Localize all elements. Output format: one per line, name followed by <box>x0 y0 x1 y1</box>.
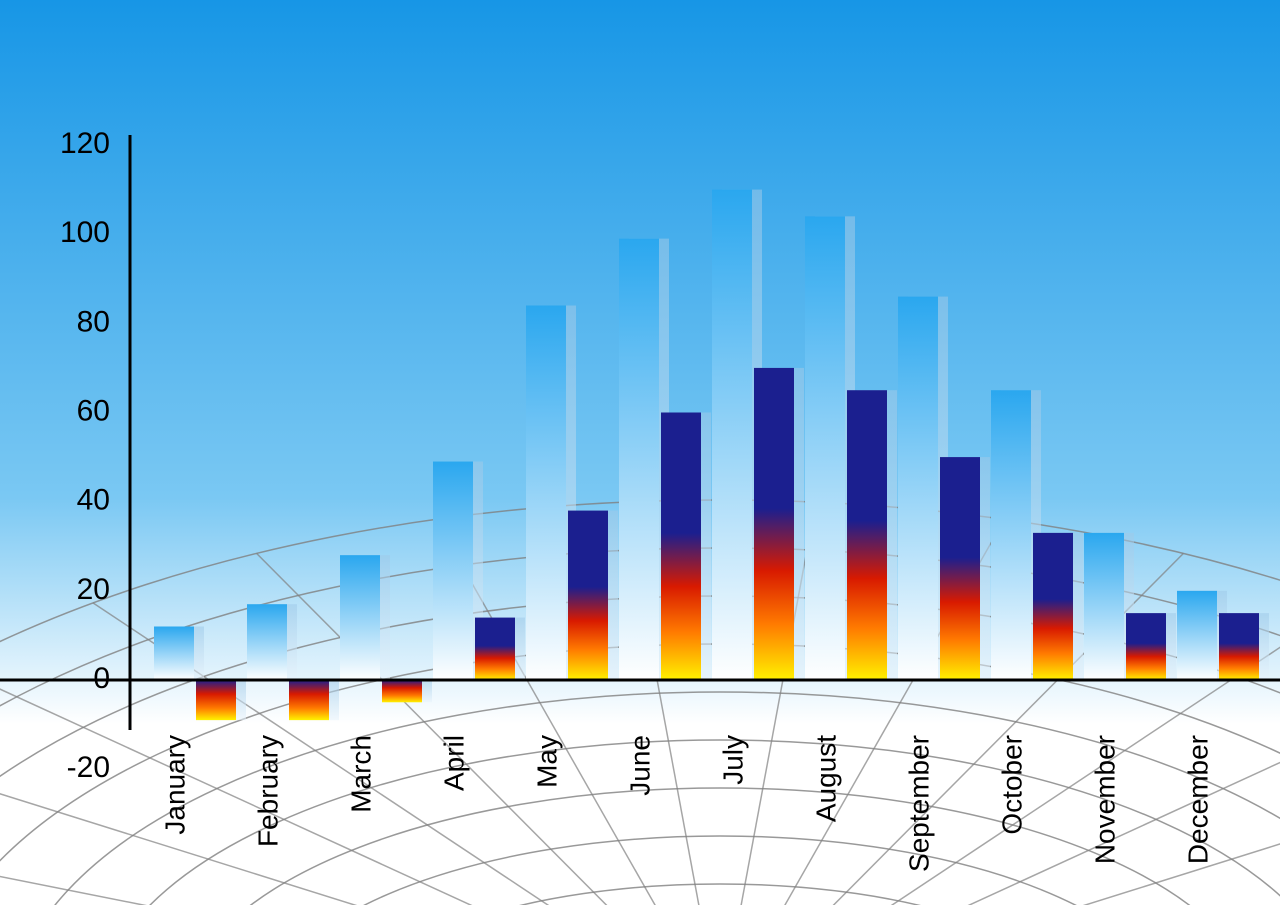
bar-series-b <box>568 511 608 680</box>
bar-series-b <box>382 680 422 702</box>
bar-series-b <box>847 390 887 680</box>
bar-series-a <box>712 190 752 680</box>
x-category-label: May <box>531 735 562 788</box>
x-category-label: February <box>252 735 283 847</box>
bar-series-b <box>475 618 515 680</box>
bar-series-a <box>898 297 938 680</box>
chart-svg: -20 0 20 40 60 80 100 120 January February March A… <box>0 0 1280 905</box>
bar-series-b <box>289 680 329 720</box>
bar-series-b <box>754 368 794 680</box>
x-category-label: March <box>345 735 376 813</box>
bar-series-a <box>154 627 194 681</box>
bar-series-b <box>1126 613 1166 680</box>
bar-series-a <box>247 604 287 680</box>
x-category-label: June <box>624 735 655 796</box>
x-category-label: April <box>438 735 469 791</box>
bar-series-b <box>661 413 701 681</box>
x-category-label: October <box>996 735 1027 835</box>
bar-series-a <box>991 390 1031 680</box>
y-tick-label: 60 <box>77 394 110 427</box>
x-category-label: August <box>810 735 841 822</box>
x-category-label: November <box>1089 735 1120 864</box>
y-tick-label: 40 <box>77 484 110 517</box>
y-tick-label: 100 <box>60 216 110 249</box>
y-tick-label: -20 <box>67 751 110 784</box>
x-category-label: December <box>1182 735 1213 864</box>
bar-series-b <box>1033 533 1073 680</box>
bar-series-a <box>433 462 473 680</box>
bar-series-a <box>805 216 845 680</box>
bar-series-b <box>940 457 980 680</box>
x-category-label: July <box>717 735 748 785</box>
y-tick-label: 20 <box>77 573 110 606</box>
bar-series-a <box>1084 533 1124 680</box>
bar-series-b <box>1219 613 1259 680</box>
bar-series-a <box>526 306 566 681</box>
y-tick-label: 0 <box>93 662 110 695</box>
monthly-bar-chart: { "chart": { "type": "grouped-bar", "wid… <box>0 0 1280 905</box>
x-category-label: September <box>903 735 934 872</box>
bar-series-b <box>196 680 236 720</box>
bar-series-a <box>619 239 659 680</box>
y-tick-label: 80 <box>77 305 110 338</box>
x-category-label: January <box>159 735 190 835</box>
bar-series-a <box>1177 591 1217 680</box>
bar-series-a <box>340 555 380 680</box>
y-tick-label: 120 <box>60 127 110 160</box>
